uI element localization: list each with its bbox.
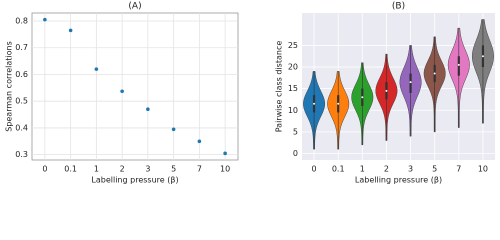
y-tick-label: 10 <box>288 106 298 115</box>
point <box>94 67 99 71</box>
y-tick-label: 15 <box>288 84 298 93</box>
y-tick-label: 5 <box>293 127 298 136</box>
x-tick-label: 1 <box>360 165 365 174</box>
y-tick-label: 25 <box>288 41 298 50</box>
x-tick-label: 0.1 <box>332 165 345 174</box>
y-axis-label: Pairwise class distance <box>275 41 284 133</box>
point <box>120 89 124 94</box>
x-tick-label: 7 <box>456 165 461 174</box>
x-tick-label: 5 <box>432 165 437 174</box>
y-tick-label: 0.6 <box>15 70 28 79</box>
violin-median <box>433 72 436 75</box>
violin-median <box>385 89 388 92</box>
point <box>171 127 176 132</box>
x-tick-label: 10 <box>220 165 230 174</box>
chart-title: (B) <box>392 2 405 12</box>
x-tick-label: 2 <box>120 165 125 174</box>
figure: (A) Labelling pressure (β) Spearman correl… <box>5 2 495 185</box>
x-tick-label: 0 <box>42 165 47 174</box>
x-axis-label: Labelling pressure (β) <box>91 176 178 185</box>
x-tick-label: 0.1 <box>64 165 77 174</box>
y-tick-label: 20 <box>288 63 298 72</box>
violin-median <box>313 102 316 105</box>
x-axis-label: Labelling pressure (β) <box>355 176 442 185</box>
y-tick-label: 0.5 <box>15 97 28 106</box>
chart-title: (A) <box>128 2 141 12</box>
plot-background <box>31 12 239 161</box>
x-tick-label: 3 <box>408 165 413 174</box>
point <box>43 17 47 22</box>
point <box>223 151 227 156</box>
x-tick-label: 2 <box>384 165 389 174</box>
x-tick-label: 10 <box>478 165 488 174</box>
plot-background <box>302 13 495 160</box>
point <box>68 28 73 33</box>
y-tick-label: 0.4 <box>15 123 28 132</box>
y-tick-label: 0 <box>293 149 298 158</box>
point <box>197 139 202 144</box>
violin-median <box>457 63 460 66</box>
x-tick-label: 0 <box>312 165 317 174</box>
point <box>146 107 150 112</box>
violin-median <box>337 102 340 105</box>
x-tick-label: 7 <box>197 165 202 174</box>
violin-median <box>409 81 412 84</box>
violin-median <box>481 55 484 58</box>
x-tick-label: 5 <box>171 165 176 174</box>
y-axis-label: Spearman correlations <box>5 41 14 132</box>
x-tick-label: 3 <box>145 165 150 174</box>
y-tick-label: 0.3 <box>15 150 28 159</box>
x-tick-label: 1 <box>94 165 99 174</box>
y-tick-label: 0.7 <box>15 43 28 52</box>
y-tick-label: 0.8 <box>15 17 28 26</box>
violin-median <box>361 96 364 99</box>
